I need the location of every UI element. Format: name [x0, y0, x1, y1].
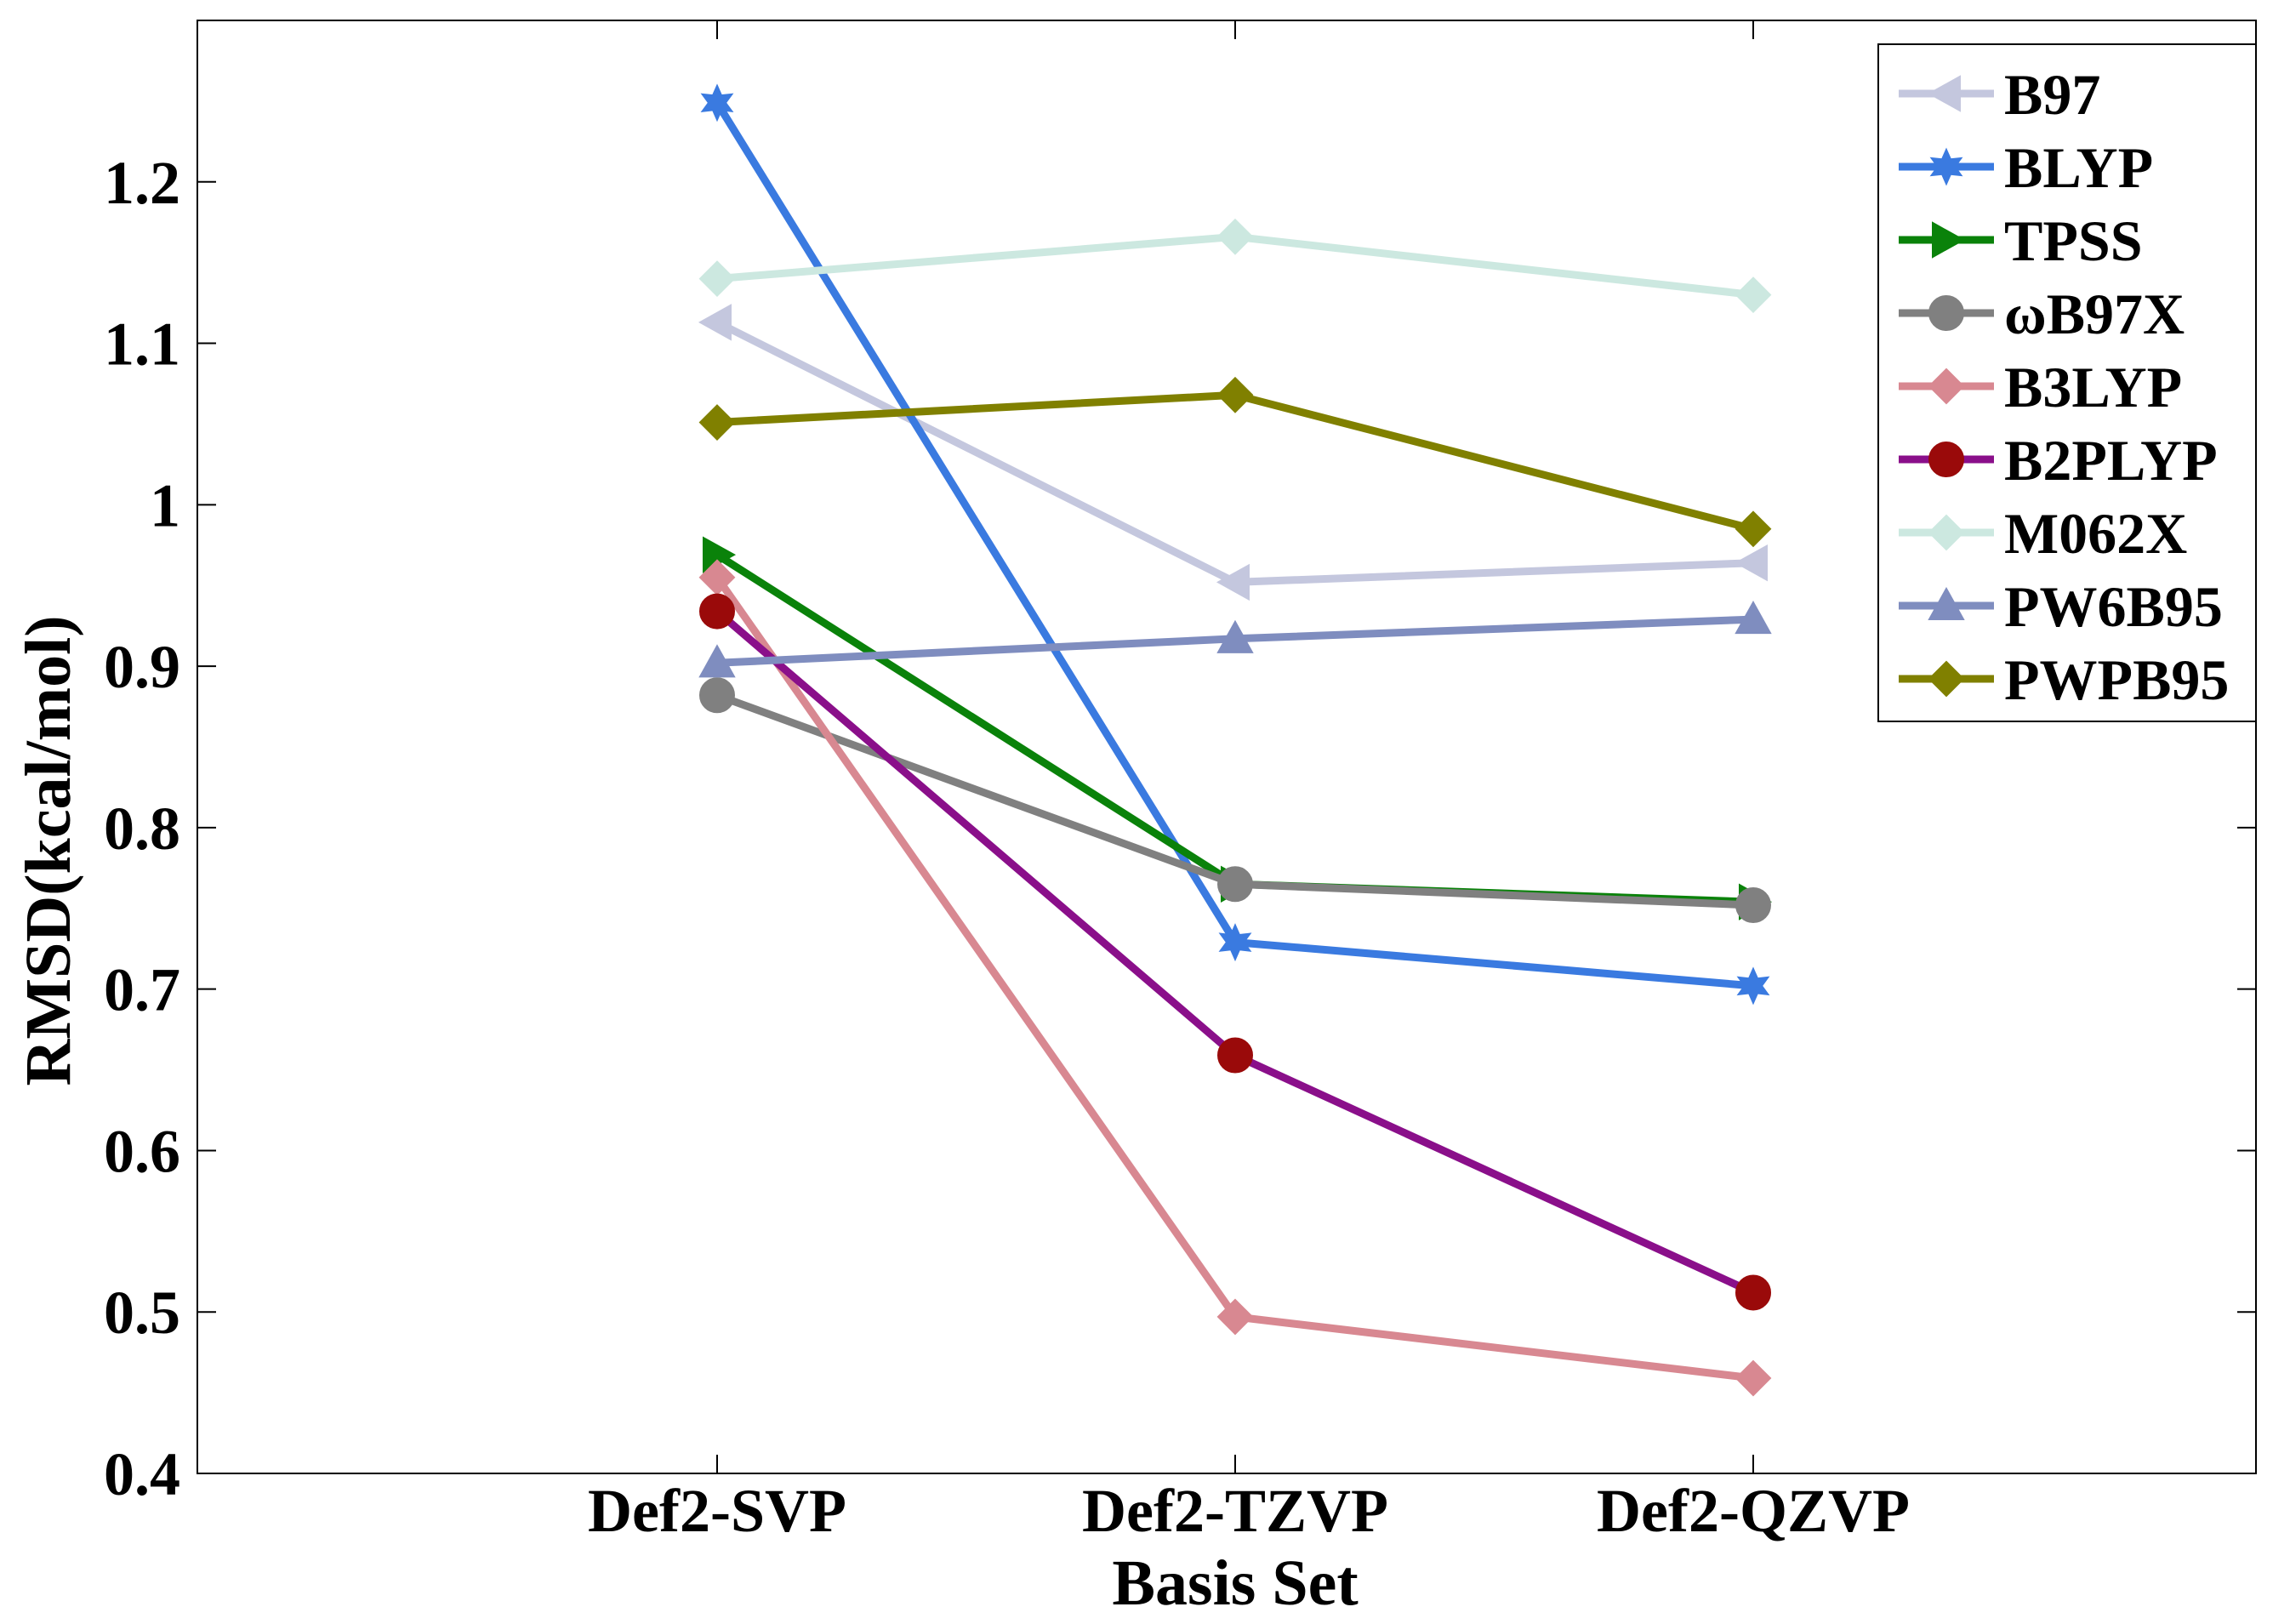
- data-point: [1216, 218, 1254, 255]
- y-tick-label: 0.7: [104, 956, 180, 1024]
- legend-label: TPSS: [2004, 208, 2143, 273]
- series-line: [715, 551, 1754, 906]
- data-point: [698, 260, 736, 298]
- legend-item: B97: [1899, 62, 2100, 127]
- legend-label: BLYP: [2004, 135, 2153, 200]
- legend-label: B2PLYP: [2004, 428, 2218, 493]
- legend-marker: [1928, 514, 1965, 551]
- series-tpss: [703, 536, 1773, 920]
- axes: 0.4 0.5 0.6 0.7 0.8 0.9 1 1.1 1.2 Def2-SVP Def2-TZ…: [104, 20, 2257, 1545]
- series-blyp: [700, 83, 1770, 1006]
- legend-item: ωB97X: [1899, 282, 2185, 346]
- data-point: [1218, 923, 1252, 962]
- legend-marker: [1928, 660, 1965, 698]
- series-line: [716, 390, 1755, 533]
- y-tick-label: 0.9: [104, 633, 180, 701]
- series-pwpb95: [698, 376, 1772, 548]
- data-point: [698, 644, 736, 678]
- legend-label: PW6B95: [2004, 574, 2223, 639]
- legend-marker: [1927, 75, 1961, 112]
- series-b2plyp: [699, 593, 1771, 1311]
- y-tick-label: 0.6: [104, 1117, 180, 1185]
- data-point: [1216, 563, 1250, 601]
- legend-item: TPSS: [1899, 208, 2143, 273]
- y-tick-label: 1.2: [104, 149, 180, 217]
- x-tick-label: Def2-TZVP: [1082, 1477, 1388, 1545]
- y-tick-label: 0.8: [104, 795, 180, 863]
- series-m062x: [698, 218, 1772, 314]
- series-b3lyp: [698, 559, 1772, 1397]
- series-line: [714, 575, 1754, 1382]
- data-point: [1735, 276, 1772, 314]
- data-point: [1216, 1298, 1254, 1336]
- series-b97x: [699, 677, 1771, 923]
- y-tick-label: 1.1: [104, 311, 180, 379]
- legend-item: PW6B95: [1899, 574, 2223, 639]
- y-axis-label: RMSD(kcal/mol): [13, 615, 84, 1086]
- legend-marker: [1929, 147, 1963, 186]
- y-tick-label: 1: [150, 471, 180, 539]
- series-b97: [698, 304, 1768, 601]
- data-point: [698, 304, 732, 341]
- legend-label: ωB97X: [2004, 282, 2185, 346]
- data-point: [1735, 510, 1772, 548]
- data-point: [1734, 544, 1768, 582]
- x-tick-label: Def2-QZVP: [1597, 1477, 1910, 1545]
- data-point: [1217, 866, 1253, 903]
- legend-marker: [1928, 586, 1965, 620]
- legend-label: PWPB95: [2004, 647, 2229, 712]
- legend-marker: [1928, 295, 1964, 331]
- data-point: [699, 677, 735, 714]
- legend-item: M062X: [1899, 501, 2187, 566]
- y-tick-label: 0.5: [104, 1279, 180, 1347]
- plot-frame: [197, 20, 2257, 1474]
- data-point: [1735, 601, 1772, 635]
- data-point: [700, 83, 734, 123]
- data-point: [1735, 886, 1771, 923]
- legend-item: BLYP: [1899, 135, 2153, 200]
- legend-label: B97: [2004, 62, 2100, 127]
- legend-marker: [1928, 368, 1965, 405]
- data-point: [1216, 619, 1254, 653]
- x-tick-label: Def2-SVP: [588, 1477, 846, 1545]
- legend: B97 BLYP TPSS ωB97X B3LYP B2PLYP M062X PW6B95 PW…: [1877, 43, 2257, 722]
- legend-marker: [1928, 442, 1964, 477]
- x-axis-label: Basis Set: [1112, 1547, 1358, 1619]
- data-point: [1736, 966, 1770, 1006]
- legend-label: B3LYP: [2004, 355, 2182, 419]
- legend-label: M062X: [2004, 501, 2187, 566]
- legend-item: B3LYP: [1899, 355, 2182, 419]
- series-pw6b95: [698, 601, 1772, 678]
- data-point: [1735, 1359, 1772, 1397]
- data-point: [698, 404, 736, 441]
- data-point: [1217, 1037, 1253, 1074]
- legend-item: PWPB95: [1899, 647, 2229, 712]
- data-point: [699, 593, 735, 630]
- legend-item: B2PLYP: [1899, 428, 2218, 493]
- y-tick-label: 0.4: [104, 1440, 180, 1508]
- series-layer: [698, 83, 1773, 1397]
- data-point: [1216, 376, 1254, 413]
- legend-marker: [1932, 221, 1966, 259]
- data-point: [1735, 1274, 1771, 1311]
